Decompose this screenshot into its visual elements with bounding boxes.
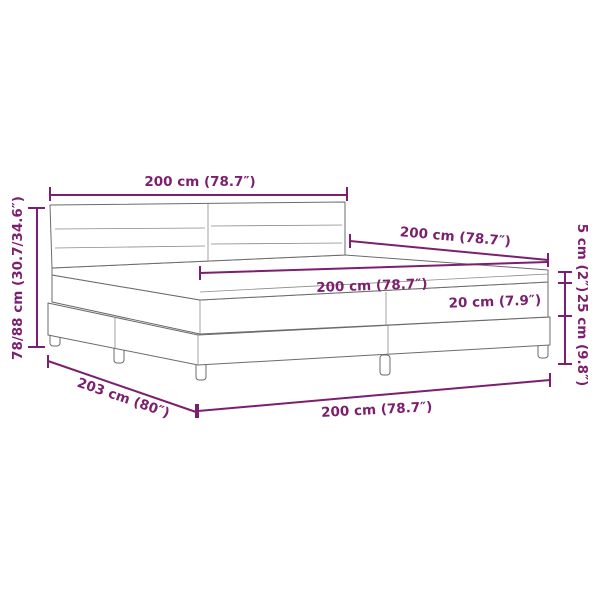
headboard-width-label: 200 cm (78.7″)	[144, 174, 255, 190]
front-width-label: 200 cm (78.7″)	[321, 399, 433, 421]
side-length-label: 200 cm (78.7″)	[399, 224, 511, 250]
topper-height-label: 5 cm (2″)	[574, 224, 590, 293]
leg	[379, 354, 391, 376]
mattress-width-label: 200 cm (78.7″)	[316, 276, 428, 296]
dimension-lines	[28, 187, 572, 418]
mattress-height-label: 20 cm (7.9″)	[448, 292, 541, 311]
headboard	[49, 201, 346, 269]
bed-drawing	[47, 201, 551, 381]
base-height-label: 25 cm (9.8″)	[574, 294, 590, 387]
total-height-label: 78/88 cm (30.7/34.6″)	[10, 196, 26, 360]
